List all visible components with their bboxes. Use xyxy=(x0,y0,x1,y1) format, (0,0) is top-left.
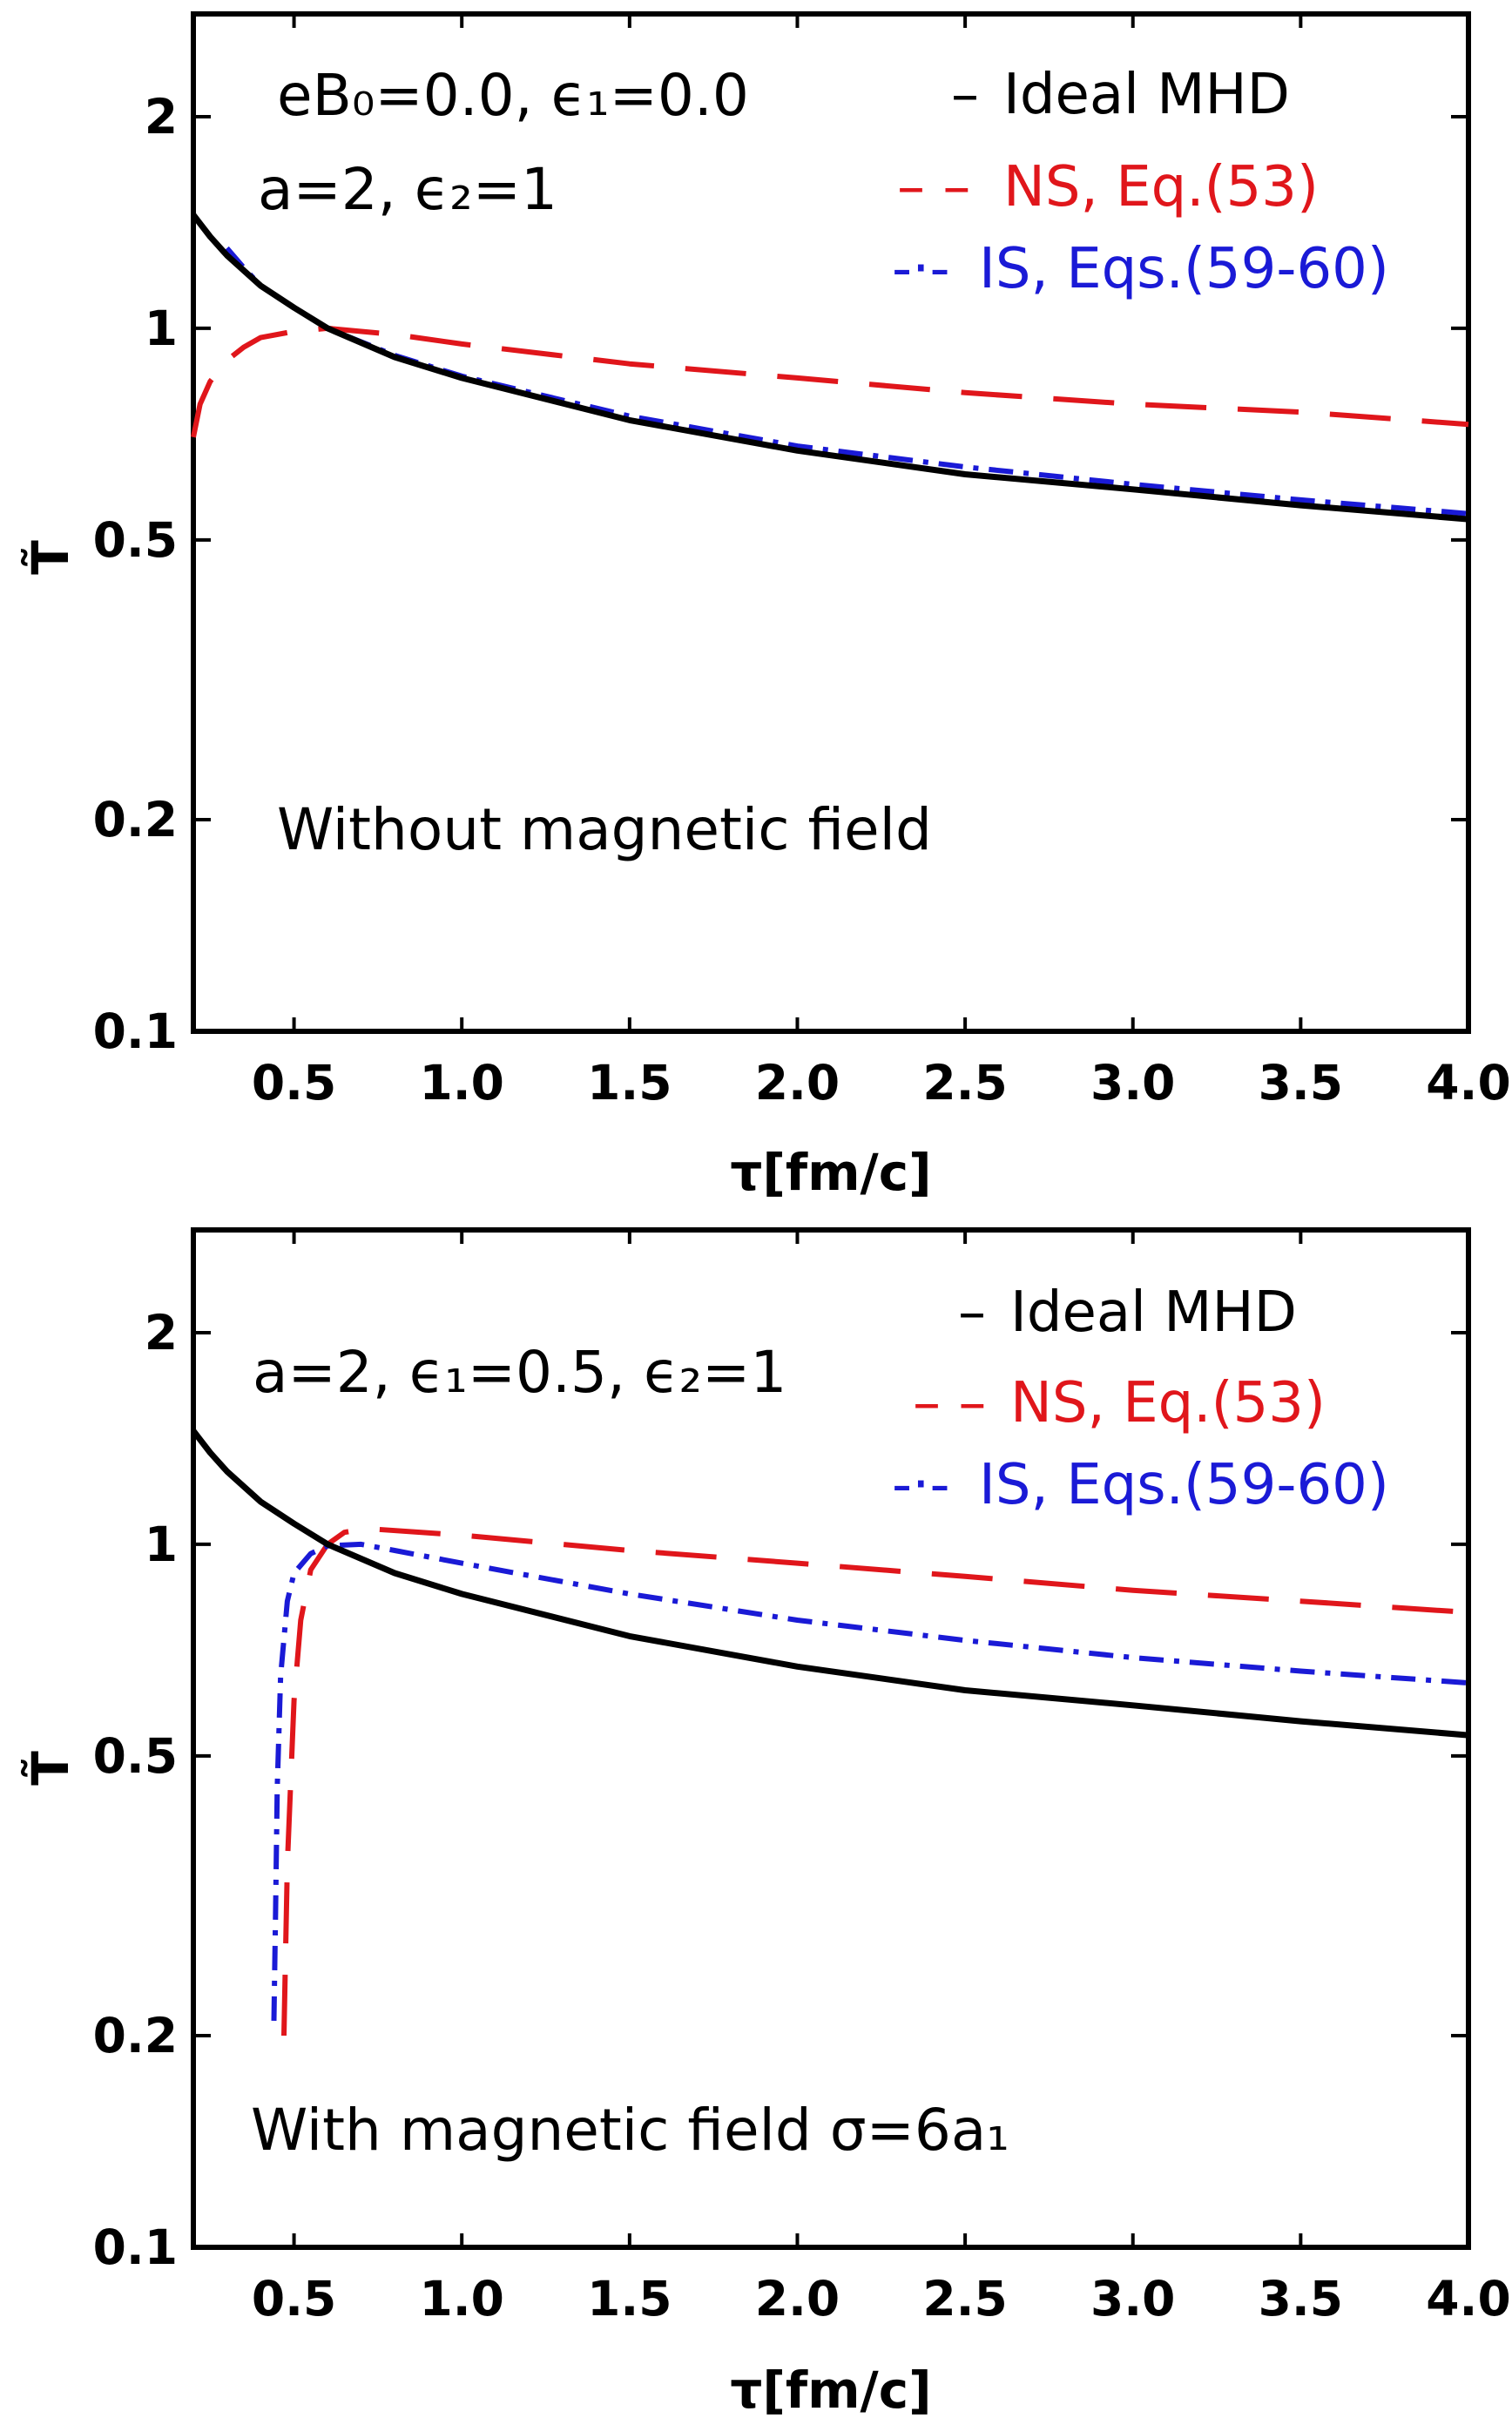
y-tick-label: 1 xyxy=(145,1516,178,1572)
legend-label-is: IS, Eqs.(59-60) xyxy=(979,237,1389,301)
tick-labels: 0.5 1.0 1.5 2.0 2.5 3.0 3.5 4.0 0.1 0.2 0.5 1 2 xyxy=(93,1305,1511,2327)
series-line-dashed xyxy=(191,325,1469,438)
panel-annotation: Without magnetic field xyxy=(277,796,932,863)
curves xyxy=(191,1429,1469,2037)
legend-label-ns: NS, Eq.(53) xyxy=(1003,155,1319,220)
series-line-dashed xyxy=(281,1526,1469,2037)
x-tick-label: 1.5 xyxy=(587,1055,672,1111)
series-line-solid xyxy=(191,1429,1469,1739)
legend-symbol-is: -·- xyxy=(892,1453,950,1517)
y-tick-label: 2 xyxy=(145,1305,178,1361)
x-tick-label: 0.5 xyxy=(252,2271,336,2327)
x-tick-label: 3.0 xyxy=(1090,2271,1175,2327)
x-tick-label: 2.5 xyxy=(922,1055,1007,1111)
params-line-1: eB₀=0.0, ϵ₁=0.0 xyxy=(277,62,749,129)
plot-frame xyxy=(191,1227,1471,2250)
y-tick-label: 0.1 xyxy=(93,1003,178,1059)
legend-symbol-is: -·- xyxy=(892,237,950,301)
legend-label-is: IS, Eqs.(59-60) xyxy=(979,1453,1389,1517)
x-tick-label: 3.0 xyxy=(1090,1055,1175,1111)
params-line-1: a=2, ϵ₁=0.5, ϵ₂=1 xyxy=(253,1339,786,1406)
y-tick-label: 0.5 xyxy=(93,1728,178,1784)
x-tick-label: 2.0 xyxy=(755,1055,840,1111)
x-tick-label: 0.5 xyxy=(252,1055,336,1111)
y-tick-label: 1 xyxy=(145,301,178,356)
x-tick-label: 2.5 xyxy=(922,2271,1007,2327)
x-tick-label: 1.0 xyxy=(419,2271,503,2327)
legend-symbol-ideal: – xyxy=(958,1280,986,1345)
x-tick-label: 3.5 xyxy=(1259,2271,1343,2327)
y-tick-label: 0.2 xyxy=(93,2008,178,2064)
legend-symbol-ideal: – xyxy=(951,63,979,127)
plot-frame xyxy=(191,11,1471,1034)
tick-marks xyxy=(193,14,1470,1033)
legend: – Ideal MHD – – NS, Eq.(53) -·- IS, Eqs.… xyxy=(892,1280,1389,1517)
legend-label-ideal: Ideal MHD xyxy=(1010,1280,1297,1345)
x-tick-label: 3.5 xyxy=(1259,1055,1343,1111)
x-axis-label: τ[fm/c] xyxy=(730,2361,931,2420)
legend-symbol-ns: – – xyxy=(897,155,970,220)
legend: – Ideal MHD – – NS, Eq.(53) -·- IS, Eqs.… xyxy=(892,63,1389,301)
x-axis-label: τ[fm/c] xyxy=(730,1143,931,1202)
panel-bottom: 0.5 1.0 1.5 2.0 2.5 3.0 3.5 4.0 0.1 0.2 0.5 1 2 τ[fm… xyxy=(20,1227,1511,2420)
x-tick-label: 1.0 xyxy=(419,1055,503,1111)
series-line-solid xyxy=(191,213,1469,523)
panel-top: 0.5 1.0 1.5 2.0 2.5 3.0 3.5 4.0 0.1 0.2 0.5 1 2 τ[fm… xyxy=(20,11,1511,1202)
x-tick-label: 4.0 xyxy=(1426,1055,1510,1111)
legend-label-ns: NS, Eq.(53) xyxy=(1010,1371,1326,1435)
curves xyxy=(191,213,1469,523)
legend-symbol-ns: – – xyxy=(913,1371,986,1435)
legend-label-ideal: Ideal MHD xyxy=(1003,63,1290,127)
series-line-dashdot xyxy=(271,1541,1469,2021)
params-line-2: a=2, ϵ₂=1 xyxy=(258,156,557,223)
x-tick-label: 1.5 xyxy=(587,2271,672,2327)
y-axis-label: T̃ xyxy=(20,540,80,575)
panel-annotation: With magnetic field σ=6a₁ xyxy=(251,2097,1009,2164)
x-tick-label: 4.0 xyxy=(1426,2271,1510,2327)
y-tick-label: 0.1 xyxy=(93,2219,178,2275)
y-axis-label: T̃ xyxy=(20,1751,80,1786)
tick-marks xyxy=(193,1230,1470,2249)
y-tick-label: 0.2 xyxy=(93,792,178,848)
y-tick-label: 2 xyxy=(145,89,178,145)
tick-labels: 0.5 1.0 1.5 2.0 2.5 3.0 3.5 4.0 0.1 0.2 0.5 1 2 xyxy=(93,89,1511,1111)
x-tick-label: 2.0 xyxy=(755,2271,840,2327)
y-tick-label: 0.5 xyxy=(93,512,178,568)
